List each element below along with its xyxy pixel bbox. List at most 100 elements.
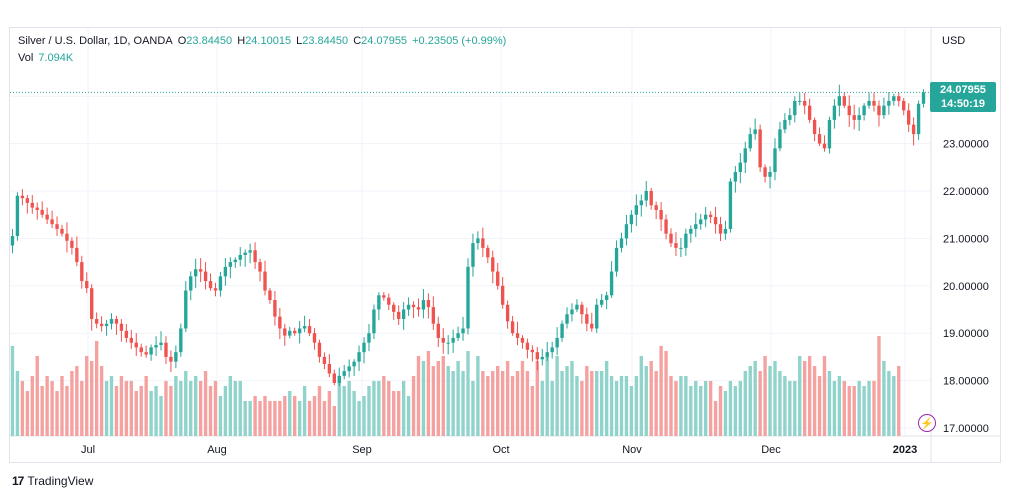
candle-body[interactable]: [555, 337, 559, 348]
candle-body[interactable]: [793, 100, 797, 116]
candle-body[interactable]: [461, 328, 465, 334]
candle-body[interactable]: [30, 202, 34, 208]
candle-body[interactable]: [288, 330, 292, 336]
candle-body[interactable]: [694, 224, 698, 229]
candle-body[interactable]: [738, 162, 743, 173]
candle-body[interactable]: [550, 347, 554, 353]
candle-body[interactable]: [293, 330, 297, 334]
candle-body[interactable]: [387, 297, 391, 305]
candle-body[interactable]: [743, 148, 747, 163]
candle-body[interactable]: [208, 281, 213, 289]
candle-body[interactable]: [614, 247, 619, 272]
candle-body[interactable]: [649, 191, 653, 206]
candle-body[interactable]: [273, 300, 277, 317]
candle-body[interactable]: [540, 356, 544, 360]
candle-body[interactable]: [723, 228, 728, 234]
candle-body[interactable]: [491, 257, 495, 272]
candle-body[interactable]: [486, 247, 490, 258]
tradingview-logo[interactable]: 17 TradingView: [12, 474, 93, 488]
candle-body[interactable]: [515, 333, 520, 338]
candle-body[interactable]: [565, 314, 569, 324]
candle-body[interactable]: [70, 240, 74, 248]
candle-body[interactable]: [302, 326, 307, 329]
candle-body[interactable]: [842, 96, 846, 106]
candle-body[interactable]: [213, 288, 218, 291]
candle-body[interactable]: [857, 115, 861, 120]
candle-body[interactable]: [862, 105, 866, 116]
lightning-icon[interactable]: ⚡: [918, 414, 936, 432]
candle-body[interactable]: [807, 105, 812, 120]
candle-body[interactable]: [401, 309, 406, 319]
candle-body[interactable]: [367, 333, 371, 343]
candle-body[interactable]: [441, 337, 445, 343]
candle-body[interactable]: [659, 209, 663, 220]
candle-body[interactable]: [471, 243, 475, 267]
candle-body[interactable]: [466, 266, 470, 329]
candle-body[interactable]: [392, 304, 396, 312]
candle-body[interactable]: [317, 342, 322, 357]
candle-body[interactable]: [595, 304, 599, 329]
candle-body[interactable]: [243, 252, 247, 255]
candle-body[interactable]: [728, 181, 733, 229]
candle-body[interactable]: [198, 269, 203, 272]
candle-body[interactable]: [545, 352, 549, 357]
candle-body[interactable]: [679, 247, 683, 249]
candle-body[interactable]: [530, 349, 535, 353]
candle-body[interactable]: [664, 219, 668, 234]
candle-body[interactable]: [718, 224, 723, 234]
candle-body[interactable]: [342, 371, 346, 376]
candle-body[interactable]: [753, 129, 757, 135]
candle-body[interactable]: [258, 262, 262, 272]
candle-body[interactable]: [65, 233, 69, 241]
candle-body[interactable]: [798, 100, 802, 102]
candle-body[interactable]: [233, 259, 237, 263]
candle-body[interactable]: [609, 271, 614, 296]
candle-body[interactable]: [411, 304, 416, 308]
candle-body[interactable]: [654, 205, 658, 210]
candle-body[interactable]: [788, 115, 792, 120]
candle-body[interactable]: [669, 233, 673, 244]
candle-body[interactable]: [783, 119, 787, 130]
candle-body[interactable]: [639, 200, 643, 206]
candle-body[interactable]: [278, 316, 282, 329]
candle-body[interactable]: [174, 352, 178, 362]
candle-body[interactable]: [139, 347, 143, 353]
candle-body[interactable]: [748, 134, 752, 149]
candle-body[interactable]: [684, 233, 688, 248]
candle-body[interactable]: [60, 228, 64, 234]
candle-body[interactable]: [575, 304, 579, 310]
candle-body[interactable]: [10, 236, 15, 246]
candle-body[interactable]: [114, 318, 119, 324]
candle-body[interactable]: [580, 304, 584, 315]
candle-body[interactable]: [184, 290, 188, 329]
candle-body[interactable]: [763, 167, 767, 177]
candle-body[interactable]: [322, 356, 327, 365]
candle-body[interactable]: [85, 281, 89, 289]
candle-body[interactable]: [500, 285, 505, 305]
candle-body[interactable]: [332, 373, 336, 383]
candle-body[interactable]: [703, 214, 708, 220]
candle-body[interactable]: [600, 300, 604, 305]
candle-body[interactable]: [525, 342, 530, 350]
candle-body[interactable]: [15, 195, 20, 237]
candle-body[interactable]: [372, 309, 376, 334]
candle-body[interactable]: [773, 148, 777, 173]
candle-body[interactable]: [510, 321, 515, 334]
candle-body[interactable]: [481, 238, 485, 248]
candle-body[interactable]: [803, 100, 807, 106]
candle-body[interactable]: [357, 352, 361, 362]
candle-body[interactable]: [520, 337, 525, 343]
candle-body[interactable]: [362, 342, 366, 353]
candle-body[interactable]: [119, 323, 124, 331]
candle-body[interactable]: [75, 247, 79, 263]
candle-body[interactable]: [263, 271, 267, 291]
candle-body[interactable]: [629, 214, 634, 225]
candle-body[interactable]: [193, 269, 198, 277]
candle-body[interactable]: [921, 92, 926, 104]
candle-body[interactable]: [867, 100, 871, 106]
candle-body[interactable]: [99, 323, 104, 327]
candle-body[interactable]: [604, 295, 609, 301]
candle-body[interactable]: [352, 361, 356, 367]
candle-body[interactable]: [585, 314, 589, 324]
candle-body[interactable]: [817, 134, 822, 144]
